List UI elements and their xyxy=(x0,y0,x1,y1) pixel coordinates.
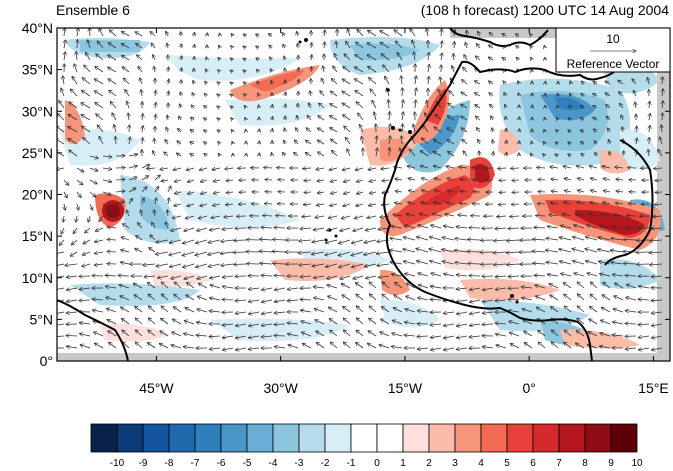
colorbar-label: -8 xyxy=(165,458,174,469)
latitude-tick-label: 10°N xyxy=(22,270,53,286)
colorbar-label: 6 xyxy=(530,458,536,469)
latitude-tick-label: 25°N xyxy=(22,145,53,161)
colorbar-label: -1 xyxy=(347,458,356,469)
colorbar-swatch xyxy=(272,423,300,453)
reference-vector-legend: 10 Reference Vector xyxy=(555,27,671,73)
latitude-tick-label: 40°N xyxy=(22,20,53,36)
small-islands xyxy=(298,36,542,304)
latitude-axis: 40°N 35°N 30°N 25°N 20°N 15°N 10°N 5°N 0° xyxy=(22,20,670,369)
colorbar-label: -7 xyxy=(191,458,200,469)
colorbar-swatch xyxy=(402,423,430,453)
missing-data-strip xyxy=(57,353,670,361)
colorbar-swatch xyxy=(324,423,352,453)
colorbar-swatch xyxy=(90,423,118,453)
colorbar-label: -5 xyxy=(243,458,252,469)
colorbar-label: 8 xyxy=(582,458,588,469)
colorbar-label: 4 xyxy=(478,458,484,469)
colorbar-label: -6 xyxy=(217,458,226,469)
reference-vector-caption: Reference Vector xyxy=(567,57,660,71)
latitude-tick-label: 5°N xyxy=(30,311,54,327)
colorbar-swatch xyxy=(220,423,248,453)
latitude-tick-label: 15°N xyxy=(22,228,53,244)
colorbar-label: 10 xyxy=(631,458,643,469)
colorbar-swatch xyxy=(454,423,482,453)
colorbar-swatch xyxy=(532,423,560,453)
colorbar-label: 2 xyxy=(426,458,432,469)
latitude-tick-label: 35°N xyxy=(22,62,53,78)
colorbar-swatch xyxy=(584,423,612,453)
colorbar-swatch xyxy=(246,423,274,453)
longitude-tick-label: 45°W xyxy=(139,380,174,396)
colorbar-swatch xyxy=(350,423,378,453)
longitude-tick-label: 15°W xyxy=(388,380,423,396)
latitude-tick-label: 0° xyxy=(40,353,53,369)
colorbar-swatch xyxy=(194,423,222,453)
colorbar-swatch xyxy=(506,423,534,453)
latitude-tick-label: 20°N xyxy=(22,187,53,203)
colorbar: -10 -9 -8 -7 -6 -5 -4 -3 -2 -1 0 1 2 3 4 5 6 7 8 9 10 xyxy=(90,423,643,469)
colorbar-swatch xyxy=(428,423,456,453)
latitude-tick-label: 30°N xyxy=(22,103,53,119)
colorbar-label: 5 xyxy=(504,458,510,469)
forecast-time-label: (108 h forecast) 1200 UTC 14 Aug 2004 xyxy=(420,2,669,18)
ensemble-label: Ensemble 6 xyxy=(56,2,130,18)
colorbar-swatch xyxy=(116,423,144,453)
colorbar-swatch xyxy=(558,423,586,453)
colorbar-label: -10 xyxy=(110,458,125,469)
colorbar-label: 7 xyxy=(556,458,562,469)
colorbar-swatch xyxy=(480,423,508,453)
longitude-tick-label: 0° xyxy=(522,380,535,396)
colorbar-swatch xyxy=(610,423,638,453)
colorbar-swatch xyxy=(376,423,404,453)
colorbar-label: 1 xyxy=(400,458,406,469)
colorbar-label: 0 xyxy=(374,458,380,469)
colorbar-label: 9 xyxy=(608,458,614,469)
colorbar-label: -2 xyxy=(321,458,330,469)
colorbar-label: -3 xyxy=(295,458,304,469)
longitude-tick-label: 30°W xyxy=(263,380,298,396)
colorbar-swatch xyxy=(142,423,170,453)
colorbar-label: -4 xyxy=(269,458,278,469)
longitude-axis: 45°W 30°W 15°W 0° 15°E xyxy=(139,28,669,396)
colorbar-label: -9 xyxy=(139,458,148,469)
colorbar-swatch xyxy=(168,423,196,453)
colorbar-label: 3 xyxy=(452,458,458,469)
longitude-tick-label: 15°E xyxy=(638,380,669,396)
coastlines xyxy=(57,28,658,361)
colorbar-swatch xyxy=(298,423,326,453)
reference-vector-magnitude: 10 xyxy=(606,32,620,46)
